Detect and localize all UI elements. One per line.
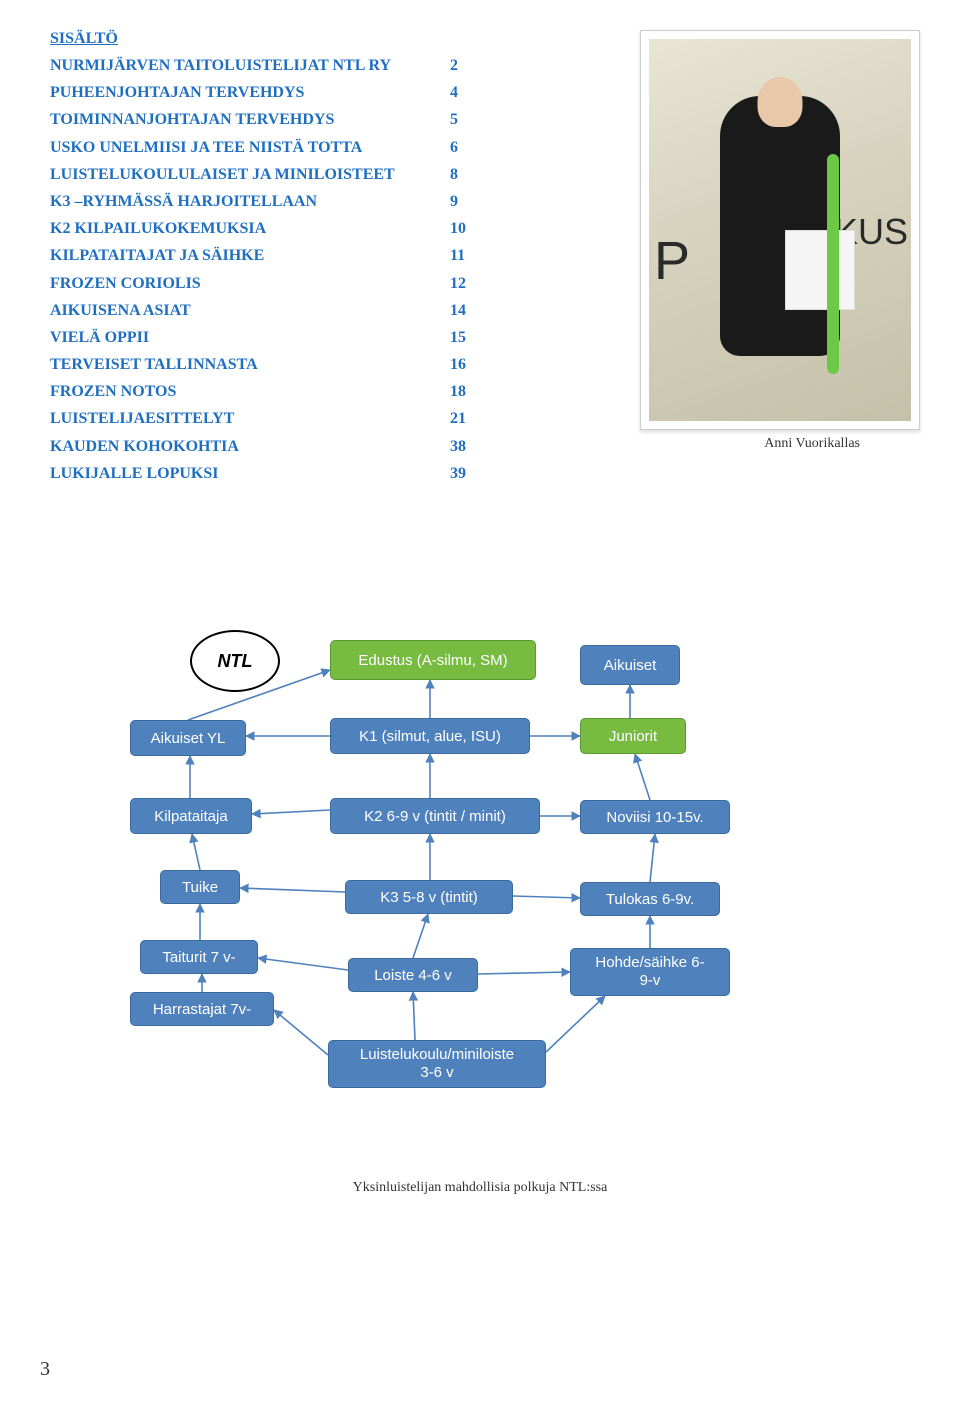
toc-item-page: 2 — [450, 52, 458, 79]
flowchart-edge — [513, 896, 580, 898]
toc-item-page: 38 — [450, 433, 466, 460]
toc-item-label: NURMIJÄRVEN TAITOLUISTELIJAT NTL RY — [50, 52, 450, 79]
toc-row: NURMIJÄRVEN TAITOLUISTELIJAT NTL RY2 — [50, 52, 620, 79]
toc-item-page: 16 — [450, 351, 466, 378]
toc-row: KILPATAITAJAT JA SÄIHKE11 — [50, 242, 620, 269]
toc-item-label: LUISTELUKOULULAISET JA MINILOISTEET — [50, 161, 450, 188]
flowchart-edge — [240, 888, 345, 892]
toc-item-page: 18 — [450, 378, 466, 405]
flowchart-node-taiturit: Taiturit 7 v- — [140, 940, 258, 974]
flowchart-node-tulokas: Tulokas 6-9v. — [580, 882, 720, 916]
flowchart: NTL Edustus (A-silmu, SM) Aikuiset Aikuise… — [130, 640, 850, 1140]
toc-row: LUISTELUKOULULAISET JA MINILOISTEET8 — [50, 161, 620, 188]
toc-item-label: K2 KILPAILUKOKEMUKSIA — [50, 215, 450, 242]
flowchart-node-tuike: Tuike — [160, 870, 240, 904]
toc-item-label: KILPATAITAJAT JA SÄIHKE — [50, 242, 450, 269]
toc-row: FROZEN CORIOLIS12 — [50, 270, 620, 297]
toc-item-label: KAUDEN KOHOKOHTIA — [50, 433, 450, 460]
toc-item-label: FROZEN NOTOS — [50, 378, 450, 405]
flowchart-caption: Yksinluistelijan mahdollisia polkuja NTL… — [0, 1180, 960, 1196]
toc-row: USKO UNELMIISI JA TEE NIISTÄ TOTTA6 — [50, 134, 620, 161]
flowchart-node-loiste: Loiste 4-6 v — [348, 958, 478, 992]
flowchart-edge — [274, 1010, 328, 1055]
toc-row: TOIMINNANJOHTAJAN TERVEHDYS5 — [50, 106, 620, 133]
flowchart-node-harrast: Harrastajat 7v- — [130, 992, 274, 1026]
toc-item-page: 14 — [450, 297, 466, 324]
toc-row: VIELÄ OPPII15 — [50, 324, 620, 351]
toc-item-page: 21 — [450, 405, 466, 432]
flowchart-node-k1: K1 (silmut, alue, ISU) — [330, 718, 530, 754]
flowchart-node-aikuiset: Aikuiset — [580, 645, 680, 685]
toc-row: TERVEISET TALLINNASTA16 — [50, 351, 620, 378]
toc-item-label: LUISTELIJAESITTELYT — [50, 405, 450, 432]
toc-row: FROZEN NOTOS18 — [50, 378, 620, 405]
flowchart-node-luistelu: Luistelukoulu/miniloiste3-6 v — [328, 1040, 546, 1088]
toc-item-page: 6 — [450, 134, 458, 161]
flowchart-node-aikuisetyl: Aikuiset YL — [130, 720, 246, 756]
table-of-contents: SISÄLTÖ NURMIJÄRVEN TAITOLUISTELIJAT NTL… — [50, 30, 620, 487]
flowchart-node-edustus: Edustus (A-silmu, SM) — [330, 640, 536, 680]
flowchart-node-kilpa: Kilpataitaja — [130, 798, 252, 834]
flowchart-edge — [252, 810, 330, 814]
toc-title: SISÄLTÖ — [50, 30, 620, 48]
flowchart-node-k3: K3 5-8 v (tintit) — [345, 880, 513, 914]
flowchart-edge — [413, 914, 428, 958]
photo-card: P KUS — [640, 30, 920, 430]
toc-item-label: LUKIJALLE LOPUKSI — [50, 460, 450, 487]
toc-item-page: 4 — [450, 79, 458, 106]
page-number: 3 — [40, 1358, 50, 1381]
toc-row: AIKUISENA ASIAT14 — [50, 297, 620, 324]
toc-item-page: 9 — [450, 188, 458, 215]
toc-item-label: AIKUISENA ASIAT — [50, 297, 450, 324]
toc-row: LUKIJALLE LOPUKSI39 — [50, 460, 620, 487]
toc-item-page: 11 — [450, 242, 465, 269]
toc-item-page: 15 — [450, 324, 466, 351]
flowchart-edge — [192, 834, 200, 870]
toc-row: K3 –RYHMÄSSÄ HARJOITELLAAN9 — [50, 188, 620, 215]
photo-letter-left: P — [654, 230, 690, 292]
photo-bag — [785, 230, 855, 310]
ntl-logo-text: NTL — [218, 651, 253, 672]
toc-row: KAUDEN KOHOKOHTIA38 — [50, 433, 620, 460]
flowchart-edge — [413, 992, 415, 1040]
toc-item-page: 39 — [450, 460, 466, 487]
photo-caption: Anni Vuorikallas — [640, 436, 860, 452]
toc-row: K2 KILPAILUKOKEMUKSIA10 — [50, 215, 620, 242]
flowchart-node-juniorit: Juniorit — [580, 718, 686, 754]
toc-item-page: 10 — [450, 215, 466, 242]
toc-item-page: 5 — [450, 106, 458, 133]
toc-item-label: TOIMINNANJOHTAJAN TERVEHDYS — [50, 106, 450, 133]
flowchart-node-hohde: Hohde/säihke 6-9-v — [570, 948, 730, 996]
flowchart-edge — [650, 834, 655, 882]
flowchart-node-noviisi: Noviisi 10-15v. — [580, 800, 730, 834]
ntl-logo: NTL — [190, 630, 280, 692]
toc-row: LUISTELIJAESITTELYT21 — [50, 405, 620, 432]
photo-umbrella — [827, 154, 839, 374]
photo-placeholder: P KUS — [649, 39, 911, 421]
toc-item-label: FROZEN CORIOLIS — [50, 270, 450, 297]
toc-item-label: VIELÄ OPPII — [50, 324, 450, 351]
toc-item-page: 8 — [450, 161, 458, 188]
flowchart-edge — [258, 958, 348, 970]
flowchart-edge — [635, 754, 650, 800]
flowchart-node-k2: K2 6-9 v (tintit / minit) — [330, 798, 540, 834]
toc-item-label: K3 –RYHMÄSSÄ HARJOITELLAAN — [50, 188, 450, 215]
flowchart-edge — [478, 972, 570, 974]
flowchart-edge — [546, 996, 605, 1052]
toc-item-label: TERVEISET TALLINNASTA — [50, 351, 450, 378]
toc-item-page: 12 — [450, 270, 466, 297]
toc-row: PUHEENJOHTAJAN TERVEHDYS4 — [50, 79, 620, 106]
toc-item-label: PUHEENJOHTAJAN TERVEHDYS — [50, 79, 450, 106]
toc-item-label: USKO UNELMIISI JA TEE NIISTÄ TOTTA — [50, 134, 450, 161]
